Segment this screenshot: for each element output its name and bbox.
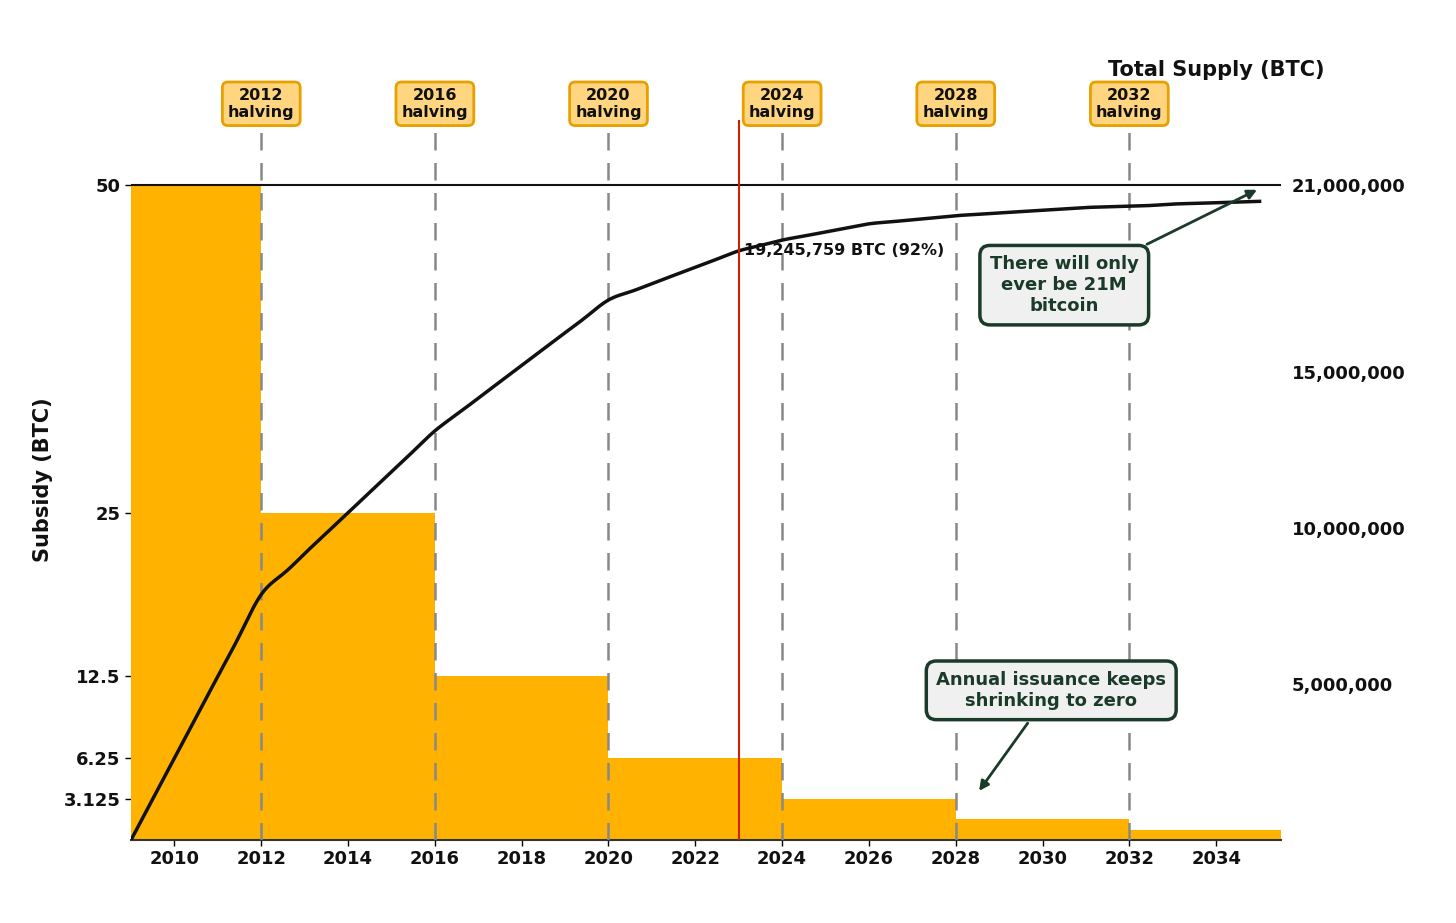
Text: 2028
halving: 2028 halving (923, 88, 989, 120)
Text: 2016
halving: 2016 halving (402, 88, 469, 120)
Text: 19,245,759 BTC (92%): 19,245,759 BTC (92%) (744, 244, 943, 258)
Text: Total Supply (BTC): Total Supply (BTC) (1108, 60, 1325, 80)
Text: 2012
halving: 2012 halving (229, 88, 294, 120)
Text: 2020
halving: 2020 halving (575, 88, 642, 120)
Text: Annual issuance keeps
shrinking to zero: Annual issuance keeps shrinking to zero (936, 671, 1166, 788)
Y-axis label: Subsidy (BTC): Subsidy (BTC) (32, 398, 52, 562)
Text: 2032
halving: 2032 halving (1096, 88, 1163, 120)
Text: There will only
ever be 21M
bitcoin: There will only ever be 21M bitcoin (990, 191, 1254, 315)
Text: 2024
halving: 2024 halving (748, 88, 815, 120)
